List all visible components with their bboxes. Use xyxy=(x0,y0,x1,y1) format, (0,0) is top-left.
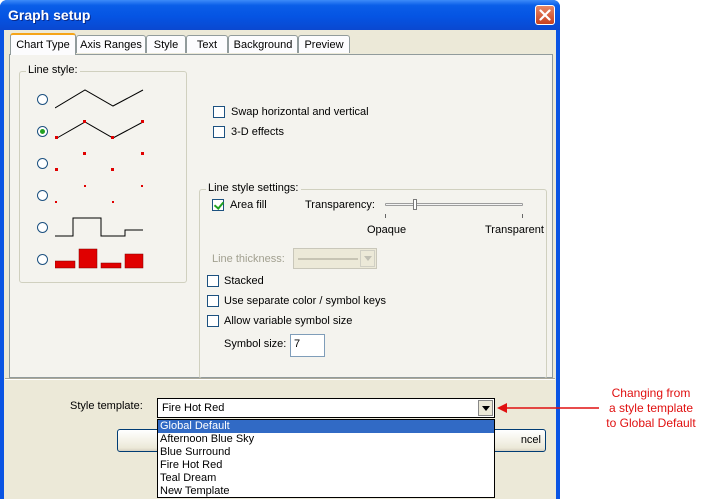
style-template-dropdown: Global Default Afternoon Blue Sky Blue S… xyxy=(157,419,495,498)
transparency-min-label: Opaque xyxy=(367,224,407,236)
tab-panel: Line style: xyxy=(9,54,553,379)
line-style-settings-legend: Line style settings: xyxy=(206,182,301,194)
area-fill-label: Area fill xyxy=(230,199,267,211)
swap-axes-checkbox[interactable] xyxy=(213,106,225,118)
line-style-preview-bars xyxy=(55,248,144,269)
line-style-group: Line style: xyxy=(19,64,187,283)
line-thickness-preview xyxy=(298,258,358,260)
transparency-slider-track[interactable] xyxy=(385,199,523,210)
annotation-text: Changing from a style template to Global… xyxy=(588,386,714,431)
separate-keys-label: Use separate color / symbol keys xyxy=(224,295,387,307)
line-style-radio-markers-small[interactable] xyxy=(37,190,48,201)
style-template-label: Style template: xyxy=(70,400,143,412)
line-style-preview-step xyxy=(55,217,143,237)
line-style-radio-bars[interactable] xyxy=(37,254,48,265)
line-style-settings-group: Line style settings: Area fill Transpare… xyxy=(199,182,547,379)
stacked-checkbox[interactable] xyxy=(207,275,219,287)
transparency-slider-thumb[interactable] xyxy=(413,199,417,210)
variable-symbol-label: Allow variable symbol size xyxy=(224,315,353,327)
dropdown-option-blue-surround[interactable]: Blue Surround xyxy=(160,446,231,458)
tab-text[interactable]: Text xyxy=(186,35,228,53)
stacked-label: Stacked xyxy=(224,275,264,287)
dropdown-option-new-template[interactable]: New Template xyxy=(160,485,230,497)
annotation-line-2: a style template xyxy=(608,401,694,415)
dropdown-option-afternoon-blue-sky[interactable]: Afternoon Blue Sky xyxy=(160,433,255,445)
line-style-legend: Line style: xyxy=(26,64,80,76)
style-template-select[interactable]: Fire Hot Red xyxy=(157,398,495,418)
line-style-radio-line-markers[interactable] xyxy=(37,126,48,137)
variable-symbol-checkbox[interactable] xyxy=(207,315,219,327)
line-style-radio-markers-large[interactable] xyxy=(37,158,48,169)
line-style-radio-line[interactable] xyxy=(37,94,48,105)
line-style-preview-markers-large xyxy=(55,152,144,171)
separate-keys-checkbox[interactable] xyxy=(207,295,219,307)
window-title: Graph setup xyxy=(8,7,91,23)
line-style-preview-line xyxy=(55,89,144,109)
transparency-slider-ticks xyxy=(385,214,523,218)
close-button[interactable] xyxy=(535,5,555,25)
transparency-label: Transparency: xyxy=(305,199,375,211)
3d-effects-checkbox[interactable] xyxy=(213,126,225,138)
annotation-line-1: Changing from xyxy=(611,386,691,400)
tab-axis-ranges[interactable]: Axis Ranges xyxy=(76,35,146,53)
dropdown-option-fire-hot-red[interactable]: Fire Hot Red xyxy=(160,459,223,471)
separator xyxy=(5,378,555,380)
line-thickness-select[interactable] xyxy=(293,248,377,269)
tab-preview[interactable]: Preview xyxy=(298,35,350,53)
swap-axes-label: Swap horizontal and vertical xyxy=(231,106,369,118)
title-bar[interactable]: Graph setup xyxy=(0,0,560,30)
tab-style[interactable]: Style xyxy=(146,35,186,53)
close-icon xyxy=(539,9,551,21)
line-style-preview-line-markers xyxy=(55,120,144,139)
line-style-radio-step[interactable] xyxy=(37,222,48,233)
symbol-size-label: Symbol size: xyxy=(224,338,287,350)
area-fill-checkbox[interactable] xyxy=(212,199,224,211)
3d-effects-label: 3-D effects xyxy=(231,126,284,138)
style-template-value: Fire Hot Red xyxy=(162,402,225,414)
chevron-down-icon[interactable] xyxy=(478,400,493,416)
annotation-line-3: to Global Default xyxy=(606,416,696,430)
tab-background[interactable]: Background xyxy=(228,35,298,53)
dropdown-option-global-default[interactable]: Global Default xyxy=(158,420,494,433)
symbol-size-input[interactable]: 7 xyxy=(290,334,325,357)
chevron-down-icon[interactable] xyxy=(360,250,375,267)
annotation-arrow xyxy=(497,403,599,413)
transparency-max-label: Transparent xyxy=(485,224,544,236)
line-style-preview-markers-small xyxy=(55,185,143,203)
line-thickness-label: Line thickness: xyxy=(212,253,285,265)
dropdown-option-teal-dream[interactable]: Teal Dream xyxy=(160,472,217,484)
tab-chart-type[interactable]: Chart Type xyxy=(10,33,76,55)
